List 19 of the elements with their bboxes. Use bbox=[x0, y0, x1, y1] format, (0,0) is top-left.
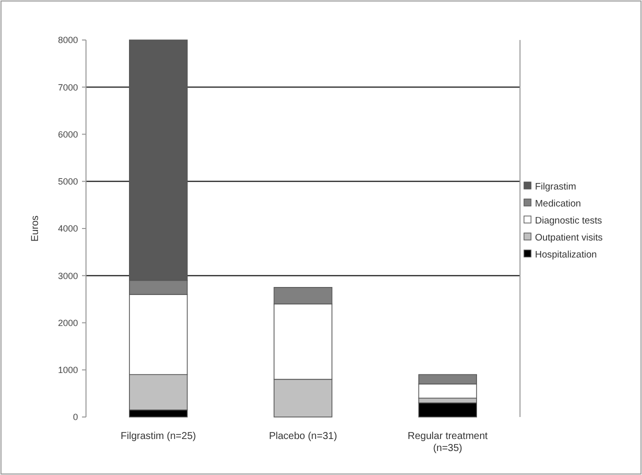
legend-label: Medication bbox=[535, 198, 581, 210]
legend-label: Filgrastim bbox=[535, 181, 576, 192]
y-axis-title: Euros bbox=[30, 215, 41, 242]
y-tick-label: 3000 bbox=[58, 270, 78, 281]
x-tick-label: Filgrastim (n=25) bbox=[120, 431, 196, 442]
y-tick-label: 1000 bbox=[58, 365, 78, 376]
y-tick-label: 8000 bbox=[58, 35, 78, 46]
x-tick-label: Placebo (n=31) bbox=[268, 431, 338, 442]
legend-label: Hospitalization bbox=[535, 249, 597, 260]
x-tick-label: Regular treatment (n=35) bbox=[408, 431, 488, 454]
y-tick-label: 4000 bbox=[58, 224, 78, 234]
y-tick-label: 2000 bbox=[58, 318, 78, 328]
y-tick-label: 0 bbox=[72, 412, 78, 422]
legend-label: Outpatient visits bbox=[535, 232, 603, 244]
bar bbox=[418, 402, 477, 418]
y-tick-label: 7000 bbox=[58, 82, 78, 92]
legend-label: Diagnostic tests bbox=[535, 215, 602, 226]
y-tick-label: 6000 bbox=[58, 129, 78, 140]
y-tick-label: 5000 bbox=[58, 176, 78, 187]
